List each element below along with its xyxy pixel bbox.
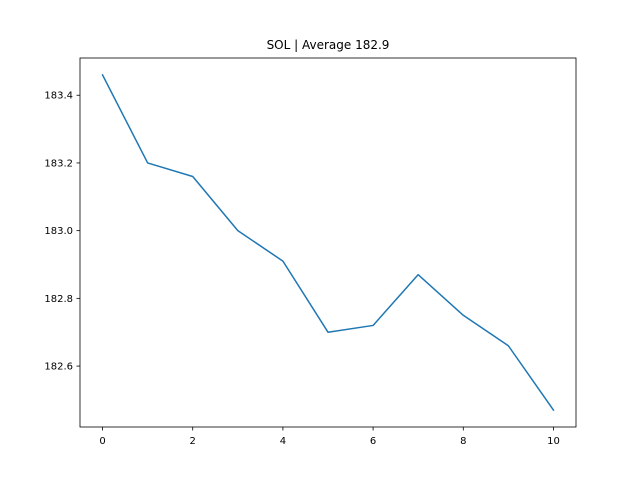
x-tick-label: 0 [99, 436, 105, 447]
x-tick-label: 4 [280, 436, 286, 447]
x-tick-label: 6 [370, 436, 376, 447]
chart-title: SOL | Average 182.9 [267, 38, 390, 52]
x-tick-label: 10 [547, 436, 560, 447]
plot-frame [79, 57, 577, 428]
series-layer [101, 73, 555, 412]
y-tick-label: 183.2 [44, 158, 73, 169]
x-tick-label: 8 [460, 436, 466, 447]
y-tick-label: 183.0 [44, 226, 73, 237]
y-tick-label: 182.8 [44, 294, 73, 305]
plot-background [80, 58, 576, 427]
y-tick-label: 182.6 [44, 362, 73, 373]
x-tick-label: 2 [190, 436, 196, 447]
y-axis: 182.6 182.8 183.0 183.2 183.4 [44, 91, 80, 373]
y-tick-label: 183.4 [44, 91, 73, 102]
plot-area [80, 58, 576, 427]
x-axis: 0 2 4 6 8 10 [99, 427, 560, 447]
